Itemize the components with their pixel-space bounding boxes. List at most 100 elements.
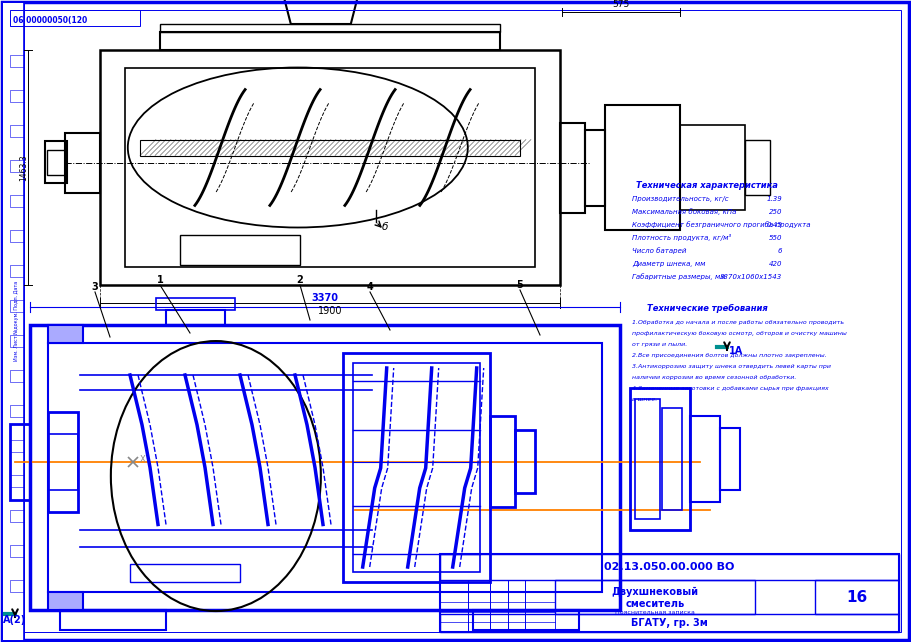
Text: 250: 250 bbox=[769, 209, 782, 215]
Text: Плотность продукта, кг/м³: Плотность продукта, кг/м³ bbox=[632, 234, 732, 241]
Bar bbox=[10, 300, 24, 312]
Text: 1.Обработка до начала и после работы обязательно проводить: 1.Обработка до начала и после работы обя… bbox=[632, 320, 844, 325]
Text: смеситель: смеситель bbox=[625, 599, 685, 609]
Text: 1900: 1900 bbox=[318, 306, 343, 316]
Bar bbox=[45, 141, 67, 182]
Text: 5: 5 bbox=[517, 280, 524, 290]
Text: 4: 4 bbox=[366, 282, 374, 292]
Text: Производительность, кг/с: Производительность, кг/с bbox=[632, 196, 729, 202]
Bar bbox=[130, 564, 240, 582]
Bar bbox=[555, 580, 755, 614]
Text: 2.Все присоединения болтов должны плотно закреплены.: 2.Все присоединения болтов должны плотно… bbox=[632, 353, 826, 358]
Text: в шнее.: в шнее. bbox=[632, 397, 657, 402]
Text: Диаметр шнека, мм: Диаметр шнека, мм bbox=[632, 261, 705, 267]
Text: 3370: 3370 bbox=[312, 293, 339, 303]
Bar bbox=[560, 123, 585, 213]
Bar bbox=[65, 132, 100, 193]
Bar bbox=[48, 592, 83, 610]
Text: Изм. Лист №докум. Подп. Дата: Изм. Лист №докум. Подп. Дата bbox=[15, 281, 19, 361]
Bar bbox=[585, 130, 605, 206]
Bar bbox=[440, 580, 468, 632]
Bar bbox=[10, 10, 140, 26]
Text: 550: 550 bbox=[769, 235, 782, 241]
Bar bbox=[680, 125, 745, 210]
Text: 4.Замоченные заготовки с добавками сырья при фракциях: 4.Замоченные заготовки с добавками сырья… bbox=[632, 386, 829, 391]
Bar bbox=[745, 140, 770, 195]
Text: 02.13.050.00.000 ВО: 02.13.050.00.000 ВО bbox=[604, 562, 734, 572]
Bar bbox=[160, 32, 500, 50]
Bar bbox=[440, 614, 899, 632]
Text: б: б bbox=[382, 222, 388, 232]
Bar bbox=[525, 580, 555, 632]
Bar bbox=[635, 399, 660, 519]
Bar bbox=[10, 580, 24, 592]
Bar bbox=[166, 310, 225, 325]
Text: 1: 1 bbox=[157, 275, 163, 285]
Text: 1.39: 1.39 bbox=[766, 196, 782, 202]
Bar bbox=[662, 408, 682, 510]
Bar bbox=[605, 105, 680, 230]
Text: 3: 3 bbox=[92, 282, 98, 292]
Text: от грязи и пыли.: от грязи и пыли. bbox=[632, 342, 687, 347]
Bar bbox=[48, 325, 83, 343]
Bar bbox=[160, 24, 500, 32]
Bar bbox=[2, 2, 24, 640]
Text: Максимальная боковая, кПа: Максимальная боковая, кПа bbox=[632, 208, 736, 215]
Bar bbox=[630, 388, 690, 530]
Text: 16: 16 bbox=[846, 589, 867, 605]
Bar bbox=[516, 430, 535, 493]
Bar bbox=[48, 343, 602, 592]
Bar bbox=[10, 55, 24, 67]
Bar bbox=[815, 580, 899, 614]
Text: X: X bbox=[139, 455, 145, 464]
Bar bbox=[140, 139, 520, 155]
Bar bbox=[343, 353, 490, 582]
Text: 420: 420 bbox=[769, 261, 782, 267]
Bar bbox=[100, 50, 560, 285]
Text: Техническая характеристика: Техническая характеристика bbox=[636, 181, 778, 190]
Text: Габаритные размеры, мм: Габаритные размеры, мм bbox=[632, 273, 725, 280]
Bar bbox=[440, 554, 899, 632]
Text: наличии коррозии во время сезонной обработки.: наличии коррозии во время сезонной обраб… bbox=[632, 375, 796, 380]
Bar bbox=[10, 545, 24, 557]
Bar bbox=[10, 160, 24, 172]
Text: 0.45: 0.45 bbox=[766, 222, 782, 228]
Bar bbox=[508, 580, 525, 632]
Bar bbox=[630, 388, 690, 530]
Text: Технические требования: Технические требования bbox=[647, 304, 767, 313]
Bar bbox=[156, 298, 235, 310]
Text: 3.Антикоррозию защиту шнека отвердить левей карты при: 3.Антикоррозию защиту шнека отвердить ле… bbox=[632, 364, 831, 369]
Bar bbox=[10, 195, 24, 207]
Bar bbox=[10, 125, 24, 137]
Bar bbox=[10, 230, 24, 242]
Bar bbox=[10, 475, 24, 487]
Bar bbox=[59, 610, 166, 630]
Bar bbox=[10, 265, 24, 277]
Bar bbox=[10, 370, 24, 382]
Bar bbox=[440, 554, 899, 580]
Text: 1463.3: 1463.3 bbox=[19, 155, 28, 181]
Bar bbox=[10, 440, 24, 452]
Text: Число батарей: Число батарей bbox=[632, 247, 686, 254]
Bar bbox=[48, 434, 78, 490]
Text: 3370х1060х1543: 3370х1060х1543 bbox=[720, 274, 782, 280]
Bar bbox=[48, 412, 78, 512]
Text: БГАТУ, гр. 3м: БГАТУ, гр. 3м bbox=[630, 618, 708, 628]
Text: 575: 575 bbox=[612, 0, 630, 9]
Text: 6: 6 bbox=[777, 248, 782, 254]
Text: 1А: 1А bbox=[729, 346, 743, 356]
Bar bbox=[10, 405, 24, 417]
Bar bbox=[720, 428, 740, 490]
Text: А(2): А(2) bbox=[3, 615, 26, 625]
Bar bbox=[10, 510, 24, 522]
Text: Пояснительная записка: Пояснительная записка bbox=[615, 609, 695, 614]
Bar bbox=[125, 68, 535, 267]
Text: Двухшнековый: Двухшнековый bbox=[611, 587, 699, 597]
Bar bbox=[490, 416, 516, 507]
Bar bbox=[490, 580, 508, 632]
Bar bbox=[47, 150, 65, 175]
Text: Коэффициент безграничного прогиба продукта: Коэффициент безграничного прогиба продук… bbox=[632, 221, 811, 228]
Bar bbox=[353, 363, 480, 572]
Bar bbox=[10, 424, 30, 500]
Bar bbox=[180, 235, 300, 265]
